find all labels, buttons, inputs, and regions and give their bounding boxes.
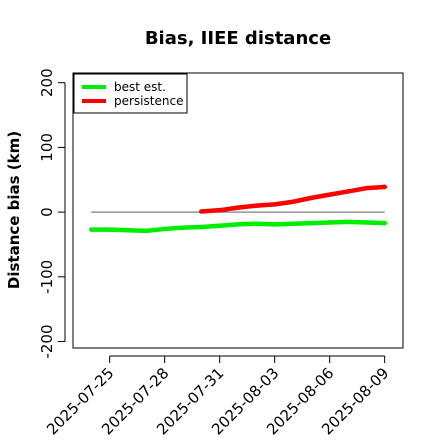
- data-point: [309, 195, 314, 201]
- y-tick-label: 200: [38, 68, 56, 97]
- y-tick-label: 100: [38, 133, 56, 162]
- data-point: [290, 221, 296, 226]
- data-point: [272, 202, 277, 207]
- data-point: [217, 223, 222, 228]
- data-point: [345, 219, 351, 225]
- data-point: [199, 209, 204, 214]
- series-layer: [89, 184, 387, 234]
- data-point: [199, 224, 204, 230]
- plot-frame: [72, 72, 404, 349]
- x-axis: 2025-07-252025-07-282025-07-312025-08-03…: [43, 355, 392, 438]
- data-point: [309, 220, 314, 226]
- data-point: [364, 185, 369, 191]
- legend-label-persistence: persistence: [114, 94, 183, 108]
- y-axis-label: Distance bias (km): [5, 131, 23, 289]
- y-tick-label: -200: [38, 325, 56, 359]
- data-point: [327, 192, 332, 197]
- data-point: [162, 226, 167, 232]
- chart-title: Bias, IIEE distance: [145, 28, 331, 49]
- data-point: [345, 189, 351, 194]
- data-point: [254, 203, 259, 208]
- data-point: [290, 199, 296, 204]
- data-point: [107, 227, 112, 232]
- data-point: [364, 220, 369, 225]
- legend-label-best-est: best est.: [114, 80, 166, 94]
- data-point: [272, 222, 277, 227]
- legend-box: [73, 73, 188, 114]
- data-point: [382, 184, 387, 190]
- data-point: [89, 227, 94, 232]
- data-point: [235, 222, 241, 227]
- data-point: [217, 207, 222, 213]
- data-point: [382, 220, 387, 226]
- data-point: [144, 228, 149, 234]
- data-point: [180, 225, 186, 230]
- data-point: [235, 205, 241, 210]
- y-tick-label: 0: [38, 207, 56, 217]
- data-point: [327, 220, 332, 225]
- data-point: [125, 228, 131, 233]
- y-axis: -200 -100 0 100 200: [38, 68, 66, 359]
- legend: best est. persistence: [73, 73, 188, 114]
- data-point: [254, 221, 259, 226]
- y-tick-label: -100: [38, 260, 56, 294]
- series-line-1: [199, 184, 387, 214]
